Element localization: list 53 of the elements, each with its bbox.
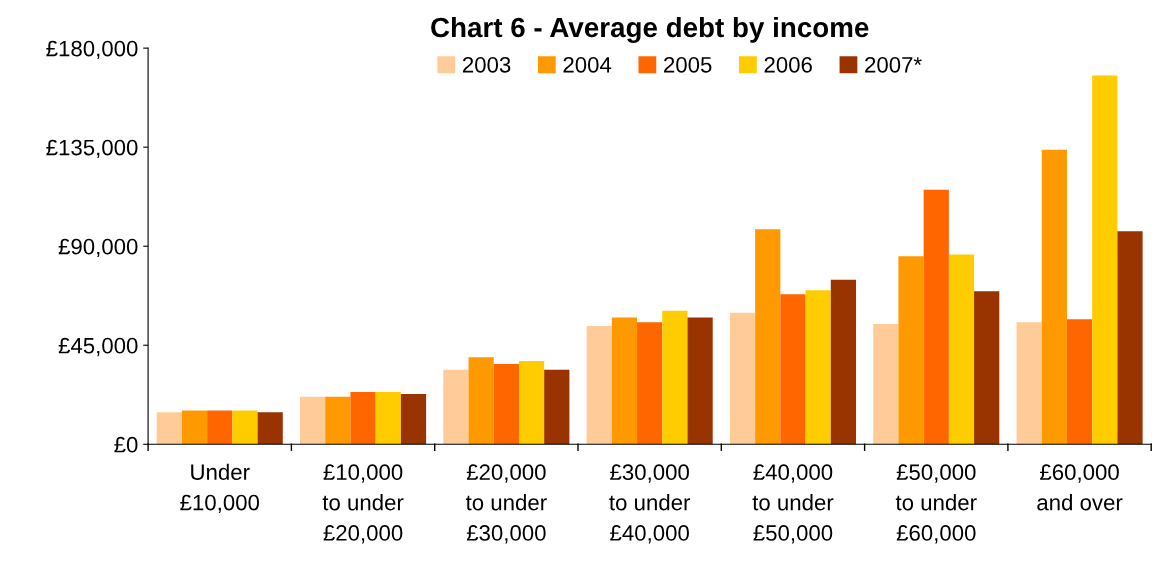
legend-label: 2005 bbox=[664, 56, 712, 73]
legend-label: 2006 bbox=[764, 56, 812, 73]
bar bbox=[1016, 322, 1042, 445]
bar bbox=[755, 229, 781, 445]
bar bbox=[611, 317, 638, 445]
bar bbox=[974, 291, 1000, 445]
bar bbox=[468, 357, 494, 445]
bar bbox=[181, 410, 208, 445]
bar bbox=[207, 410, 233, 445]
bar bbox=[232, 410, 258, 445]
bar bbox=[898, 256, 924, 445]
legend-label: 2003 bbox=[462, 56, 511, 73]
y-tick-label: £180,000 bbox=[46, 40, 138, 60]
x-tick-label: £10,000 to under £20,000 bbox=[322, 464, 404, 544]
bar bbox=[544, 369, 570, 445]
y-tick-label: £135,000 bbox=[46, 139, 138, 159]
bar bbox=[586, 326, 612, 445]
bar bbox=[1041, 149, 1067, 445]
bar bbox=[400, 393, 427, 445]
x-tick-label: Under £10,000 bbox=[180, 463, 260, 514]
bar bbox=[729, 312, 756, 445]
bar bbox=[1117, 231, 1143, 445]
bar bbox=[156, 412, 182, 445]
bar bbox=[873, 324, 899, 445]
x-tick-label: £30,000 to under £40,000 bbox=[609, 464, 691, 544]
chart-title: Chart 6 - Average debt by income bbox=[431, 16, 869, 43]
bar bbox=[805, 290, 831, 445]
x-tick-label: £60,000 and over bbox=[1037, 464, 1123, 511]
bar bbox=[1066, 319, 1093, 445]
bar bbox=[518, 361, 545, 445]
bar bbox=[662, 310, 688, 445]
y-tick-label: £45,000 bbox=[58, 337, 138, 357]
x-tick-label: £50,000 to under £60,000 bbox=[895, 464, 977, 544]
bar bbox=[350, 391, 376, 445]
x-tick-label: £20,000 to under £30,000 bbox=[465, 464, 547, 544]
legend-label: 2004 bbox=[563, 56, 612, 73]
y-tick-label: £90,000 bbox=[58, 238, 138, 258]
bar bbox=[443, 369, 469, 445]
bar bbox=[780, 294, 806, 445]
bar bbox=[687, 317, 713, 445]
bar bbox=[493, 363, 519, 445]
bar bbox=[948, 254, 975, 445]
bar bbox=[1092, 75, 1118, 445]
bar bbox=[300, 396, 326, 445]
bar bbox=[325, 396, 351, 445]
bar bbox=[375, 391, 401, 445]
bar bbox=[923, 189, 949, 445]
x-tick-label: £40,000 to under £50,000 bbox=[752, 464, 834, 544]
bar bbox=[830, 279, 857, 445]
legend-label: 2007* bbox=[865, 56, 922, 73]
y-tick-label: £0 bbox=[114, 436, 138, 453]
bar bbox=[637, 322, 663, 445]
bar bbox=[257, 412, 283, 445]
